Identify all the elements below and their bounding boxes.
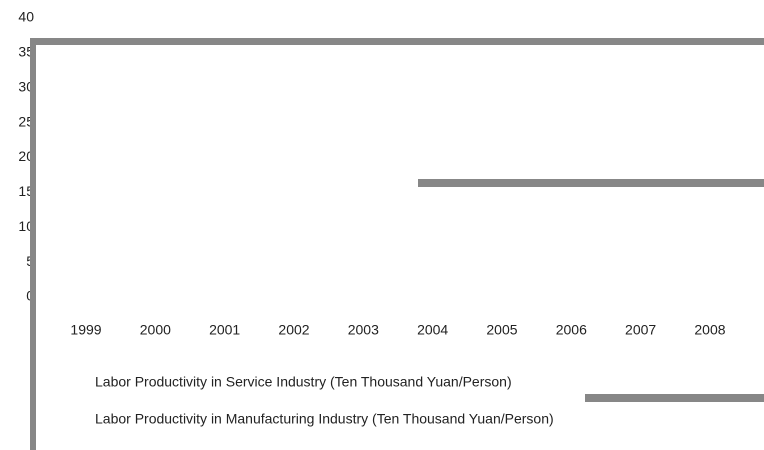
y-tick-label: 40: [18, 9, 34, 25]
frame-segment: [418, 179, 764, 187]
frame-segment: [585, 394, 764, 402]
legend-label: Labor Productivity in Service Industry (…: [95, 374, 512, 390]
x-tick-label: 2001: [209, 322, 240, 338]
x-tick-label: 2003: [348, 322, 379, 338]
x-tick-label: 2006: [556, 322, 587, 338]
x-tick-label: 2008: [694, 322, 725, 338]
x-tick-label: 2007: [625, 322, 656, 338]
legend-label: Labor Productivity in Manufacturing Indu…: [95, 411, 554, 427]
x-tick-label: 2004: [417, 322, 448, 338]
x-tick-label: 2000: [140, 322, 171, 338]
frame-top: [30, 38, 764, 45]
frame-left: [30, 38, 36, 450]
x-tick-label: 2002: [278, 322, 309, 338]
plot-area: 0510152025303540199920002001200220032004…: [18, 9, 725, 427]
x-tick-label: 2005: [486, 322, 517, 338]
x-tick-label: 1999: [70, 322, 101, 338]
